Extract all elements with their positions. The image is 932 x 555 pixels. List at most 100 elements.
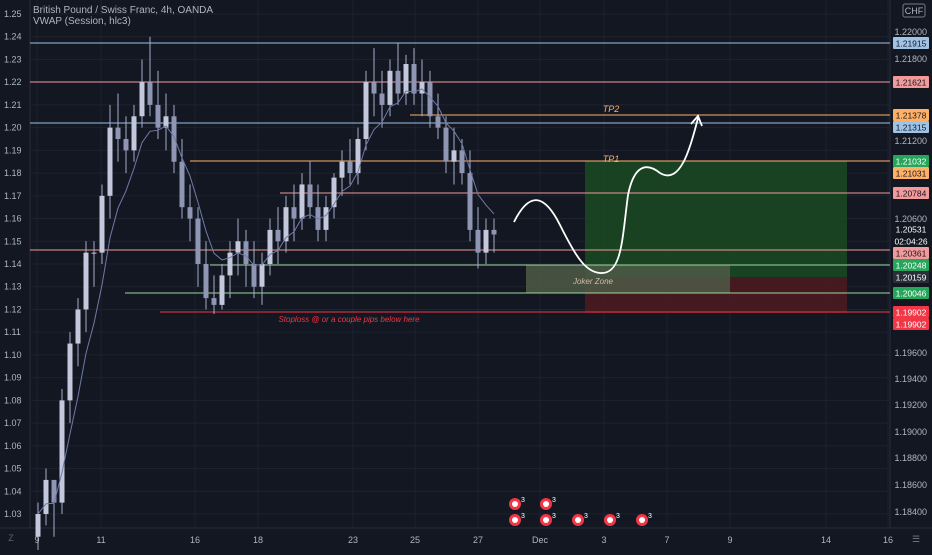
chart-header: British Pound / Swiss Franc, 4h, OANDA V… bbox=[33, 5, 213, 27]
y-left-tick-label: 1.08 bbox=[4, 395, 22, 405]
event-marker-icon[interactable]: 3 bbox=[509, 497, 525, 510]
timezone-button[interactable]: Z bbox=[8, 533, 14, 543]
candle-body bbox=[83, 252, 89, 310]
event-marker-icon[interactable]: 3 bbox=[540, 497, 556, 510]
candle bbox=[139, 59, 145, 128]
price-tag-label: 1.21032 bbox=[896, 157, 927, 167]
vwap-polyline bbox=[37, 88, 495, 515]
stoploss-label: Stoploss @ or a couple pips below here bbox=[278, 315, 420, 324]
right-price-axis[interactable]: 1.22000 1.21800 1.21200 1.20600 1.19600 1.194… bbox=[894, 3, 927, 517]
projection-path[interactable] bbox=[513, 114, 703, 274]
x-tick-label[interactable]: 3 bbox=[601, 535, 606, 545]
y-left-tick-label: 1.22 bbox=[4, 77, 22, 87]
y-left-tick-label: 1.20 bbox=[4, 123, 22, 133]
event-marker-icon[interactable]: 3 bbox=[572, 513, 588, 526]
candle bbox=[243, 229, 249, 287]
candle-body bbox=[323, 207, 329, 230]
candle bbox=[347, 139, 353, 185]
symbol-title[interactable]: British Pound / Swiss Franc, 4h, OANDA bbox=[33, 5, 214, 16]
candle bbox=[475, 207, 481, 269]
y-right-tick-label[interactable]: 1.18800 bbox=[894, 453, 927, 463]
event-marker-count: 3 bbox=[521, 497, 525, 504]
x-tick-label[interactable]: 23 bbox=[348, 535, 358, 545]
price-tag-label: 1.19902 bbox=[896, 320, 927, 330]
price-tag: 1.21031 bbox=[893, 167, 929, 179]
chart-settings-icon[interactable]: ☰ bbox=[911, 534, 921, 544]
candle bbox=[355, 127, 361, 185]
y-right-tick-label[interactable]: 1.22000 bbox=[894, 27, 927, 37]
candle bbox=[435, 93, 441, 139]
projection-arrowhead[interactable] bbox=[690, 114, 703, 127]
candle bbox=[179, 139, 185, 219]
candle-body bbox=[35, 514, 41, 537]
x-tick-label[interactable]: 9 bbox=[34, 535, 39, 545]
x-tick-label[interactable]: 14 bbox=[821, 535, 831, 545]
x-tick-label[interactable]: 16 bbox=[883, 535, 893, 545]
x-tick-label[interactable]: 25 bbox=[410, 535, 420, 545]
candle bbox=[379, 70, 385, 128]
event-marker-icon[interactable]: 3 bbox=[636, 513, 652, 526]
x-tick-label[interactable]: 27 bbox=[473, 535, 483, 545]
event-marker-center bbox=[512, 517, 518, 523]
event-marker-icon[interactable]: 3 bbox=[509, 513, 525, 526]
candle-body bbox=[163, 116, 169, 128]
price-tag: 1.19902 bbox=[893, 318, 929, 330]
candle bbox=[275, 207, 281, 264]
x-tick-label[interactable]: Dec bbox=[532, 535, 549, 545]
x-tick-label[interactable]: 7 bbox=[664, 535, 669, 545]
event-marker-center bbox=[543, 501, 549, 507]
y-right-tick-label[interactable]: 1.20600 bbox=[894, 214, 927, 224]
candle-body bbox=[99, 195, 105, 253]
price-tag-label: 1.20159 bbox=[896, 273, 927, 283]
x-tick-label[interactable]: 18 bbox=[253, 535, 263, 545]
candle-body bbox=[331, 177, 337, 208]
candle bbox=[451, 127, 457, 185]
candle-body bbox=[363, 82, 369, 139]
y-right-tick-label[interactable]: 1.21200 bbox=[894, 136, 927, 146]
candle bbox=[227, 241, 233, 299]
x-tick-label[interactable]: 9 bbox=[727, 535, 732, 545]
event-marker-center bbox=[512, 501, 518, 507]
y-left-tick-label: 1.15 bbox=[4, 236, 22, 246]
y-left-tick-label: 1.16 bbox=[4, 214, 22, 224]
x-tick-label[interactable]: 11 bbox=[96, 535, 105, 545]
x-tick-label[interactable]: 16 bbox=[190, 535, 200, 545]
candle bbox=[219, 264, 225, 310]
horizontal-lines[interactable] bbox=[30, 42, 890, 313]
candle bbox=[323, 195, 329, 242]
event-marker-icon[interactable]: 3 bbox=[540, 513, 556, 526]
candle bbox=[395, 43, 401, 105]
candle bbox=[155, 70, 161, 139]
time-axis[interactable]: 9 11 16 18 23 25 27 Dec 3 7 9 14 16 bbox=[34, 535, 893, 545]
candle-body bbox=[403, 64, 409, 94]
y-right-tick-label[interactable]: 1.19400 bbox=[894, 374, 927, 384]
y-right-tick-label[interactable]: 1.19200 bbox=[894, 400, 927, 410]
y-right-tick-label[interactable]: 1.21800 bbox=[894, 54, 927, 64]
candle-body bbox=[427, 82, 433, 117]
candle bbox=[67, 332, 73, 424]
currency-badge[interactable]: CHF bbox=[902, 3, 926, 18]
candle-body bbox=[187, 207, 193, 219]
price-tag-box bbox=[893, 271, 929, 283]
y-right-tick-label[interactable]: 1.18600 bbox=[894, 480, 927, 490]
event-marker-icon[interactable]: 3 bbox=[604, 513, 620, 526]
event-marker-center bbox=[543, 517, 549, 523]
event-marker-count: 3 bbox=[584, 513, 588, 520]
candle bbox=[107, 104, 113, 219]
y-right-tick-label[interactable]: 1.19000 bbox=[894, 427, 927, 437]
y-right-tick-label[interactable]: 1.18400 bbox=[894, 507, 927, 517]
event-marker-center bbox=[639, 517, 645, 523]
y-left-tick-label: 1.06 bbox=[4, 441, 22, 451]
y-left-tick-label: 1.04 bbox=[4, 486, 22, 496]
candle-body bbox=[387, 70, 393, 105]
projection-curve[interactable] bbox=[513, 117, 699, 274]
indicator-legend[interactable]: VWAP (Session, hlc3) bbox=[33, 16, 131, 27]
candle bbox=[459, 139, 465, 185]
event-markers[interactable]: 3 3 3 3 3 3 3 bbox=[509, 497, 652, 526]
y-right-tick-label[interactable]: 1.19600 bbox=[894, 348, 927, 358]
candle-body bbox=[451, 150, 457, 162]
candle bbox=[75, 298, 81, 367]
candle bbox=[163, 93, 169, 151]
